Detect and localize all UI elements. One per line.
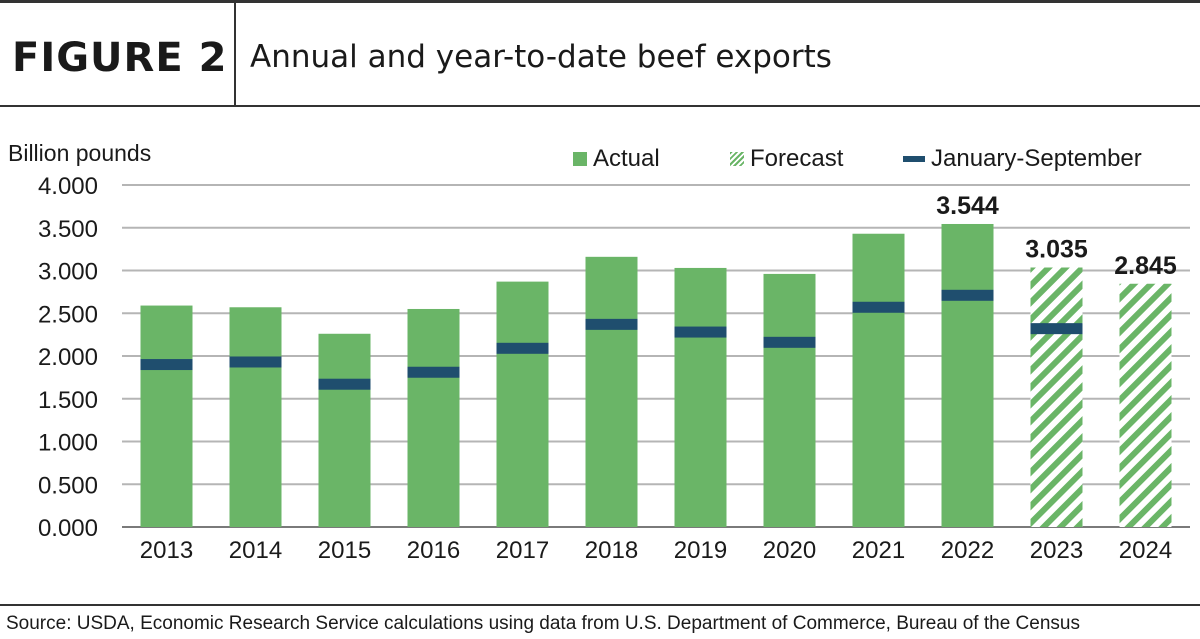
y-tick-label: 3.500 [38,216,98,243]
bar-actual-2018 [585,256,638,527]
marker-jan-sep-2016 [407,366,460,378]
x-tick-label: 2024 [1119,537,1172,564]
figure-label: FIGURE 2 [12,35,228,81]
legend-forecast: Forecast [730,145,843,173]
bar-forecast-2023 [1030,267,1083,527]
source-note: Source: USDA, Economic Research Service … [6,613,1080,634]
data-label-2023: 3.035 [1025,236,1088,264]
bar-actual-2014 [229,307,282,527]
bar-actual-2021 [852,233,905,528]
y-tick-label: 4.000 [38,173,98,200]
bar-actual-2017 [496,281,549,527]
footer-rule [0,604,1200,606]
y-tick-label: 3.000 [38,259,98,286]
marker-jan-sep-2017 [496,342,549,354]
x-tick-label: 2022 [941,537,994,564]
bar-actual-2019 [674,267,727,527]
legend-jan-sep: January-September [903,145,1142,173]
y-tick-label: 0.000 [38,515,98,542]
x-tick-label: 2015 [318,537,371,564]
marker-jan-sep-2015 [318,378,371,390]
x-tick-label: 2020 [763,537,816,564]
header-rule [0,105,1200,107]
figure-header: FIGURE 2 Annual and year-to-date beef ex… [0,3,1200,105]
bar-actual-2016 [407,308,460,527]
legend-jan-sep-label: January-September [931,145,1142,172]
bar-actual-2022 [941,223,994,527]
top-rule [0,0,1200,3]
x-tick-label: 2021 [852,537,905,564]
legend-forecast-label: Forecast [750,145,844,172]
x-tick-label: 2023 [1030,537,1083,564]
bar-actual-2013 [140,305,193,527]
legend-jan-sep-swatch [903,156,925,162]
x-tick-label: 2013 [140,537,193,564]
legend-actual: Actual [573,145,660,173]
x-tick-label: 2017 [496,537,549,564]
marker-jan-sep-2018 [585,318,638,330]
marker-jan-sep-2019 [674,326,727,338]
y-tick-label: 2.500 [38,301,98,328]
legend-forecast-swatch [730,152,744,166]
y-tick-label: 1.000 [38,430,98,457]
marker-jan-sep-2020 [763,336,816,348]
data-label-2022: 3.544 [936,192,999,220]
marker-jan-sep-2022 [941,289,994,301]
x-tick-label: 2014 [229,537,282,564]
marker-jan-sep-2014 [229,356,282,368]
y-tick-label: 0.500 [38,472,98,499]
bar-chart: 0.000 0.500 1.000 1.500 2.000 2.500 3.000 3.500… [38,173,1190,564]
marker-jan-sep-2021 [852,301,905,313]
x-tick-label: 2019 [674,537,727,564]
marker-jan-sep-2023 [1030,323,1083,335]
bar-actual-2015 [318,333,371,527]
x-tick-label: 2018 [585,537,638,564]
bar-actual-2020 [763,273,816,527]
bar-forecast-2024 [1119,283,1172,527]
marker-jan-sep-2013 [140,359,193,371]
legend-actual-label: Actual [593,145,660,172]
data-label-2024: 2.845 [1114,252,1177,280]
legend-actual-swatch [573,152,587,166]
header-divider [234,3,236,105]
y-tick-label: 1.500 [38,387,98,414]
y-axis-unit-label: Billion pounds [8,140,152,166]
x-tick-label: 2016 [407,537,460,564]
y-tick-label: 2.000 [38,344,98,371]
figure-title: Annual and year-to-date beef exports [250,39,832,75]
